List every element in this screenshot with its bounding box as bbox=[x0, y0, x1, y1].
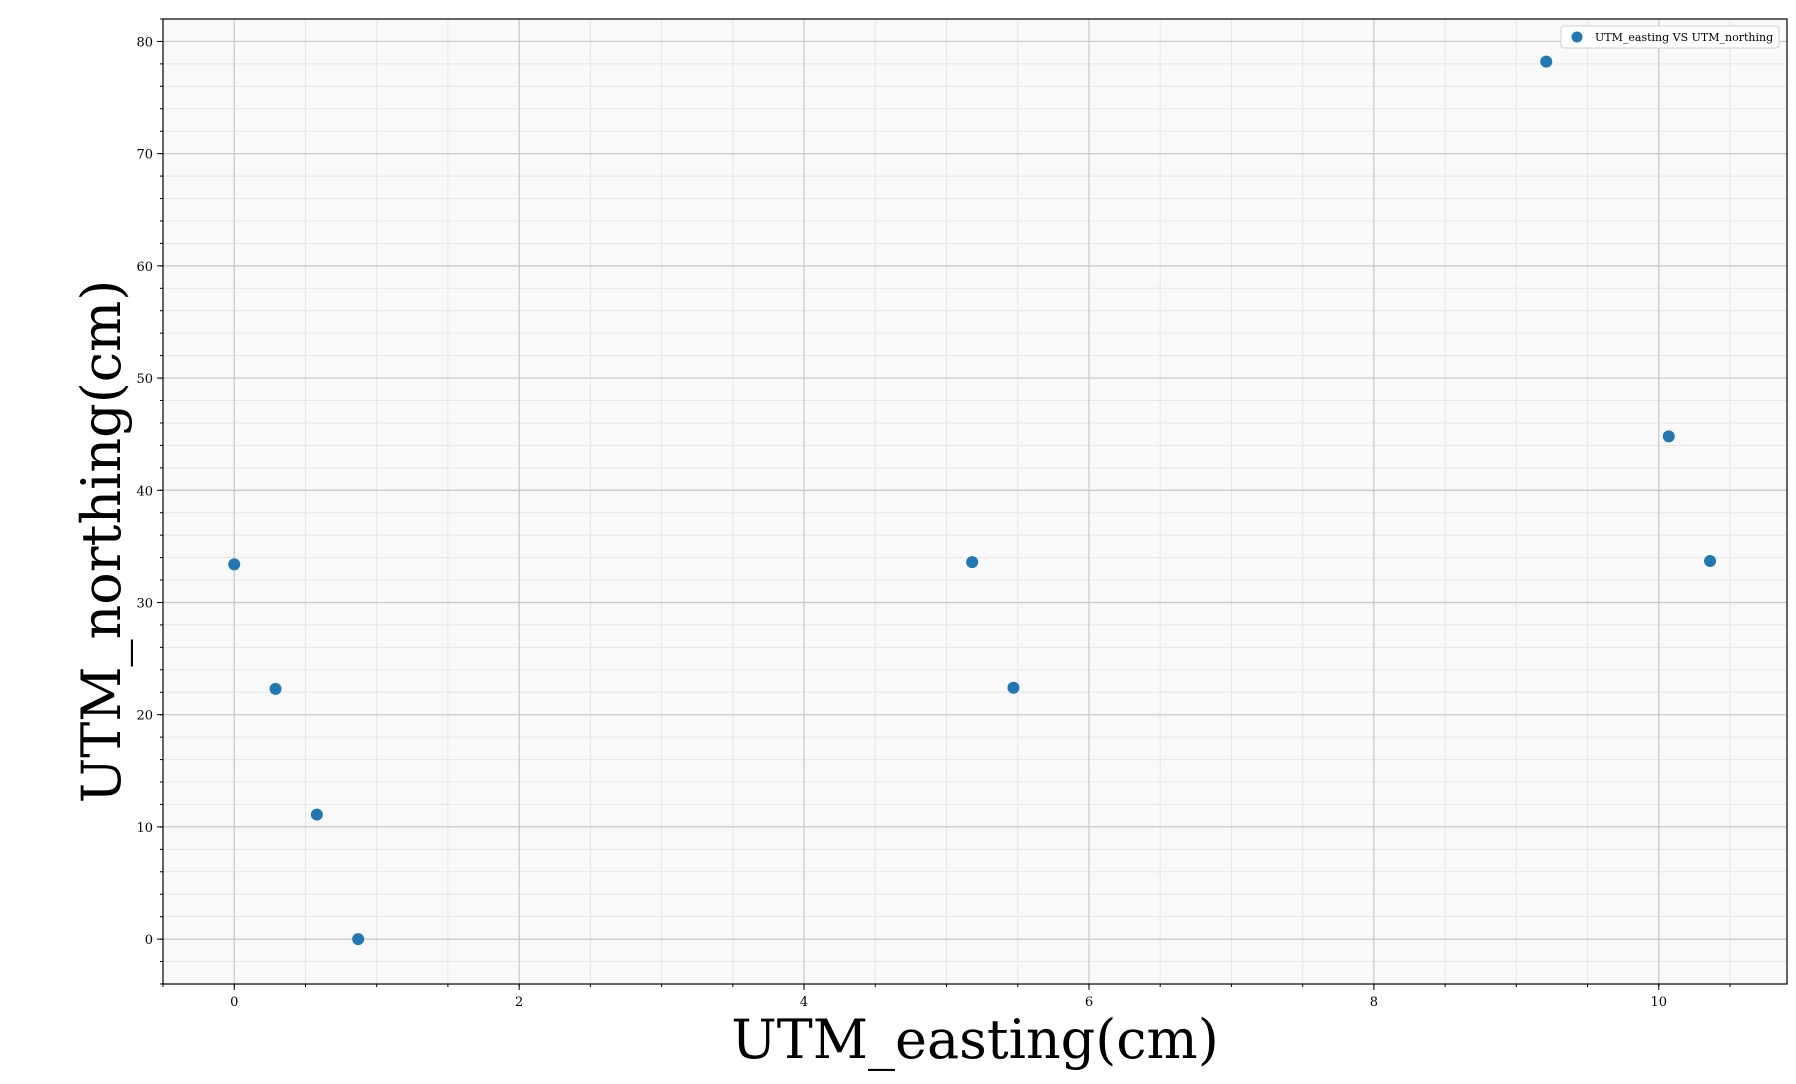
data-point bbox=[352, 933, 365, 946]
y-tick-label: 0 bbox=[145, 933, 153, 948]
data-point bbox=[228, 558, 241, 571]
data-point bbox=[966, 556, 979, 569]
y-axis-ticks: 0 10 20 30 40 50 60 70 80 bbox=[136, 18, 163, 985]
data-point bbox=[1704, 554, 1717, 567]
data-point bbox=[1540, 55, 1553, 68]
x-tick-label: 0 bbox=[230, 995, 238, 1010]
x-tick-label: 2 bbox=[515, 995, 523, 1010]
y-tick-label: 40 bbox=[136, 484, 153, 499]
data-points bbox=[228, 55, 1717, 946]
x-tick-label: 6 bbox=[1085, 995, 1093, 1010]
legend-marker bbox=[1571, 31, 1583, 43]
data-point bbox=[1662, 430, 1675, 443]
y-tick-label: 70 bbox=[136, 148, 153, 163]
x-tick-label: 10 bbox=[1651, 995, 1668, 1010]
data-point bbox=[310, 808, 323, 821]
plot-area bbox=[163, 19, 1787, 984]
data-point bbox=[269, 682, 282, 695]
legend: UTM_easting VS UTM_northing bbox=[1560, 25, 1780, 49]
legend-box bbox=[1560, 25, 1780, 49]
y-tick-label: 60 bbox=[136, 260, 153, 275]
y-tick-label: 30 bbox=[136, 596, 153, 611]
x-axis-ticks: 0 2 4 6 8 10 bbox=[162, 984, 1731, 1010]
data-point bbox=[1007, 681, 1020, 694]
y-tick-label: 50 bbox=[136, 372, 153, 387]
legend-label: UTM_easting VS UTM_northing bbox=[1595, 31, 1773, 44]
y-axis-title: UTM_northing(cm) bbox=[70, 280, 133, 804]
y-tick-label: 20 bbox=[136, 709, 153, 724]
y-tick-label: 80 bbox=[136, 35, 153, 50]
x-axis-title: UTM_easting(cm) bbox=[731, 1008, 1219, 1071]
major-grid bbox=[163, 19, 1787, 984]
y-tick-label: 10 bbox=[136, 821, 153, 836]
x-tick-label: 8 bbox=[1370, 995, 1378, 1010]
x-tick-label: 4 bbox=[800, 995, 808, 1010]
plot-frame bbox=[162, 18, 1788, 985]
